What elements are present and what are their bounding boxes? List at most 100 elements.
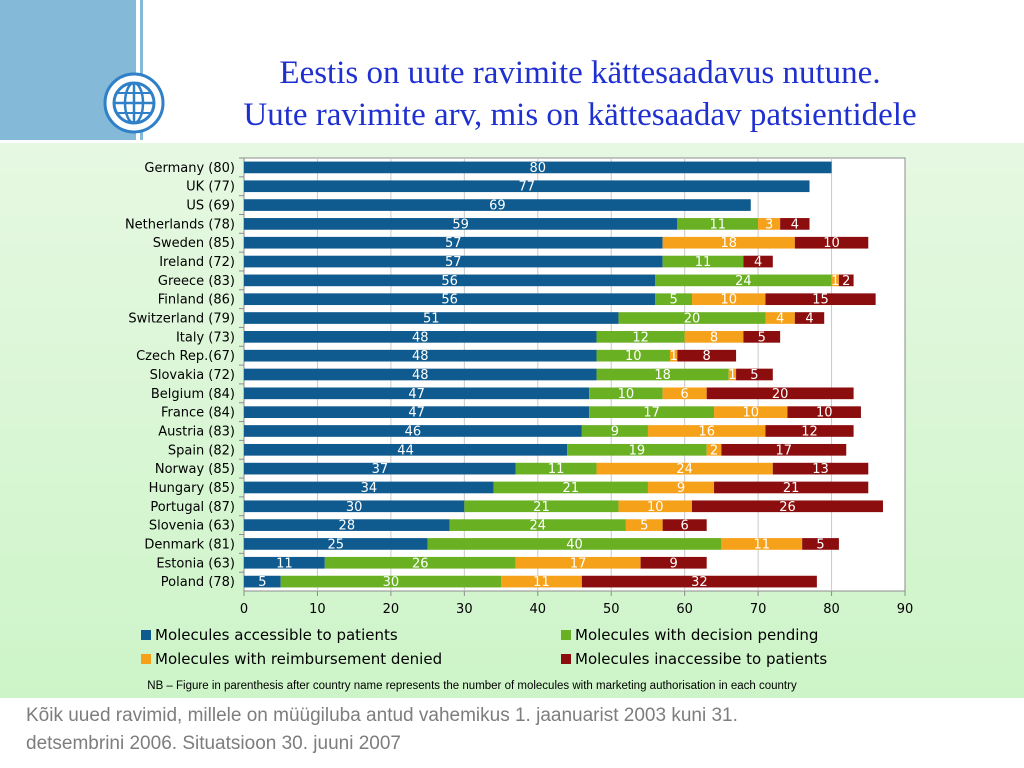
bar-segment: [684, 331, 744, 343]
data-label: 59: [452, 217, 469, 232]
bar-segment: [714, 481, 869, 494]
data-label: 2: [710, 443, 718, 458]
x-tick-label: 80: [823, 602, 840, 617]
bar-segment: [244, 481, 494, 494]
bar-segment: [244, 161, 832, 174]
data-label: 21: [783, 481, 800, 496]
bar-segment: [706, 443, 722, 456]
category-label: Sweden (85): [153, 236, 235, 251]
data-label: 47: [408, 406, 425, 421]
bar-segment: [677, 349, 737, 362]
bar-segment: [721, 443, 847, 456]
page-title: Eestis on uute ravimite kättesaadavus nu…: [150, 52, 1010, 136]
bar-segment: [647, 425, 766, 437]
bar-segment: [736, 368, 773, 381]
data-label: 5: [816, 537, 824, 552]
legend-swatch: [141, 630, 151, 640]
bar-segment: [596, 462, 773, 475]
data-label: 6: [681, 387, 689, 402]
bar-segment: [244, 425, 582, 437]
bar-segment: [244, 218, 678, 230]
data-label: 10: [742, 406, 759, 421]
bar-segment: [581, 575, 817, 588]
data-label: 24: [530, 519, 547, 534]
category-label: Poland (78): [161, 575, 235, 590]
data-label: 10: [625, 349, 642, 364]
data-label: 17: [776, 443, 793, 458]
data-label: 10: [647, 500, 664, 515]
data-label: 11: [709, 217, 726, 232]
bar-segment: [244, 462, 516, 475]
bar-segment: [324, 556, 516, 569]
data-label: 15: [812, 293, 829, 308]
data-label: 17: [570, 556, 587, 571]
category-label: Netherlands (78): [125, 217, 235, 232]
bar-segment: [581, 425, 648, 437]
data-label: 48: [412, 330, 429, 345]
bar-segment: [244, 331, 597, 343]
data-label: 30: [346, 500, 363, 515]
data-label: 9: [677, 481, 685, 496]
legend-label: Molecules accessible to patients: [155, 626, 398, 644]
data-label: 9: [611, 424, 619, 439]
data-label: 30: [383, 575, 400, 590]
data-label: 80: [530, 161, 547, 176]
category-label: Austria (83): [158, 424, 235, 439]
legend-label: Molecules with reimbursement denied: [155, 650, 442, 668]
bar-segment: [618, 312, 766, 324]
category-label: Spain (82): [168, 443, 235, 458]
bar-segment: [794, 236, 869, 249]
bar-segment: [831, 274, 839, 287]
category-label: Ireland (72): [159, 255, 235, 270]
bar-segment: [244, 293, 656, 306]
category-label: Norway (85): [155, 462, 235, 477]
category-label: Slovenia (63): [149, 519, 235, 534]
bar-segment: [692, 500, 883, 513]
data-label: 56: [441, 274, 458, 289]
data-label: 4: [791, 217, 799, 232]
data-label: 1: [670, 349, 678, 364]
bar-segment: [794, 312, 825, 324]
bar-segment: [655, 293, 693, 306]
bar-segment: [662, 236, 795, 249]
data-label: 1: [831, 274, 839, 289]
data-label: 11: [754, 537, 771, 552]
bar-segment: [589, 387, 663, 400]
stacked-bar-chart: 0 10 20 30 40 50 60 70 80 90 Germany (80) 80 UK (77)…: [125, 157, 913, 692]
data-label: 57: [445, 236, 462, 251]
x-tick-label: 50: [603, 602, 620, 617]
data-label: 5: [758, 330, 766, 345]
data-label: 18: [720, 236, 737, 251]
data-label: 34: [361, 481, 378, 496]
category-label: US (69): [186, 199, 235, 214]
bar-segment: [244, 443, 568, 456]
bar-segment: [501, 575, 582, 588]
x-tick-label: 20: [383, 602, 400, 617]
bar-segment: [838, 274, 854, 287]
data-label: 26: [412, 556, 429, 571]
footer-caption: Kõik uued ravimid, millele on müügiluba …: [26, 702, 1006, 758]
bar-segment: [662, 519, 707, 531]
data-label: 25: [328, 537, 345, 552]
globe-icon: [103, 72, 165, 134]
bar-segment: [743, 255, 773, 268]
legend-swatch: [141, 654, 151, 664]
bar-segment: [647, 481, 715, 494]
data-label: 4: [754, 255, 762, 270]
bar-segment: [596, 331, 685, 343]
bar-segment: [464, 500, 619, 513]
data-label: 47: [408, 387, 425, 402]
bar-segment: [244, 406, 590, 418]
category-label: Estonia (63): [156, 556, 235, 571]
bar-segment: [596, 349, 670, 362]
data-label: 24: [676, 462, 693, 477]
bar-segment: [244, 368, 597, 381]
bar-segment: [244, 349, 597, 362]
data-label: 37: [372, 462, 389, 477]
category-label: Germany (80): [144, 161, 235, 176]
bar-segment: [596, 368, 729, 381]
legend-swatch: [561, 654, 571, 664]
bar-segment: [714, 406, 788, 418]
data-label: 17: [643, 406, 660, 421]
x-tick-label: 0: [240, 602, 248, 617]
